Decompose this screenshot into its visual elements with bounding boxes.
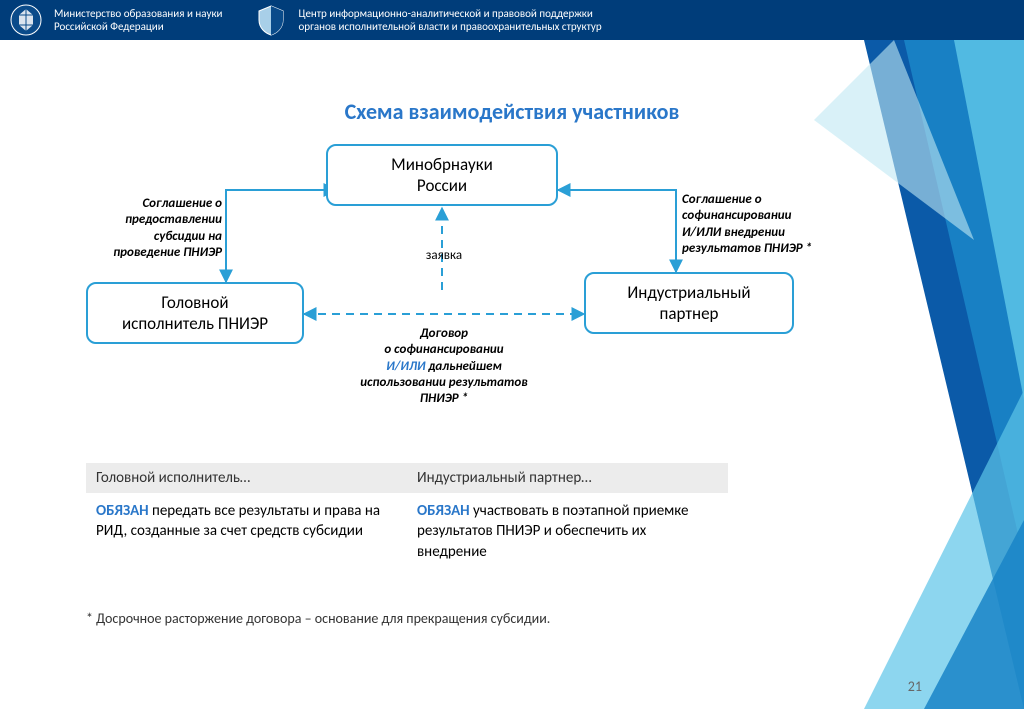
node-left: Головной исполнитель ПНИЭР — [86, 282, 304, 344]
table-col-1: Индустриальный партнер… — [407, 463, 728, 493]
node-right: Индустриальный партнер — [584, 272, 794, 334]
edge-label-right: Соглашение о софинансировании И/ИЛИ внед… — [682, 192, 862, 257]
slide-title: Схема взаимодействия участников — [0, 98, 1024, 125]
table-cell-0: ОБЯЗАН передать все результаты и права н… — [86, 493, 407, 572]
node-top-l2: России — [391, 175, 493, 196]
node-right-l1: Индустриальный — [627, 282, 750, 303]
footnote: * Досрочное расторжение договора – основ… — [86, 610, 550, 627]
obligations-table: Головной исполнитель… Индустриальный пар… — [86, 463, 728, 572]
node-top: Минобрнауки России — [326, 144, 558, 206]
edge-label-mid: заявка — [412, 248, 476, 264]
table-header-row: Головной исполнитель… Индустриальный пар… — [86, 463, 728, 493]
table-col-0: Головной исполнитель… — [86, 463, 407, 493]
page-number: 21 — [908, 678, 922, 695]
header-org1-line1: Министерство образования и науки — [54, 7, 223, 20]
table-cell-1: ОБЯЗАН участвовать в поэтапной приемке р… — [407, 493, 728, 572]
header-org2-line1: Центр информационно-аналитической и прав… — [299, 7, 602, 20]
edge-label-bottom: Договор о софинансировании И/ИЛИ дальней… — [326, 326, 562, 407]
node-right-l2: партнер — [627, 303, 750, 324]
shield-icon — [253, 2, 289, 38]
header-org2: Центр информационно-аналитической и прав… — [299, 7, 602, 33]
header-org1-line2: Российской Федерации — [54, 20, 223, 33]
header-bar: Министерство образования и науки Российс… — [0, 0, 1024, 40]
node-left-l2: исполнитель ПНИЭР — [122, 313, 268, 334]
decoration-triangles — [804, 40, 1024, 709]
header-org2-line2: органов исполнительной власти и правоохр… — [299, 20, 602, 33]
table-row: ОБЯЗАН передать все результаты и права н… — [86, 493, 728, 572]
node-top-l1: Минобрнауки — [391, 154, 493, 175]
header-org1: Министерство образования и науки Российс… — [54, 7, 223, 33]
node-left-l1: Головной — [122, 292, 268, 313]
edge-label-left: Соглашение о предоставлении субсидии на … — [70, 196, 222, 261]
emblem-icon — [8, 2, 44, 38]
interaction-diagram: Минобрнауки России Головной исполнитель … — [86, 140, 806, 430]
